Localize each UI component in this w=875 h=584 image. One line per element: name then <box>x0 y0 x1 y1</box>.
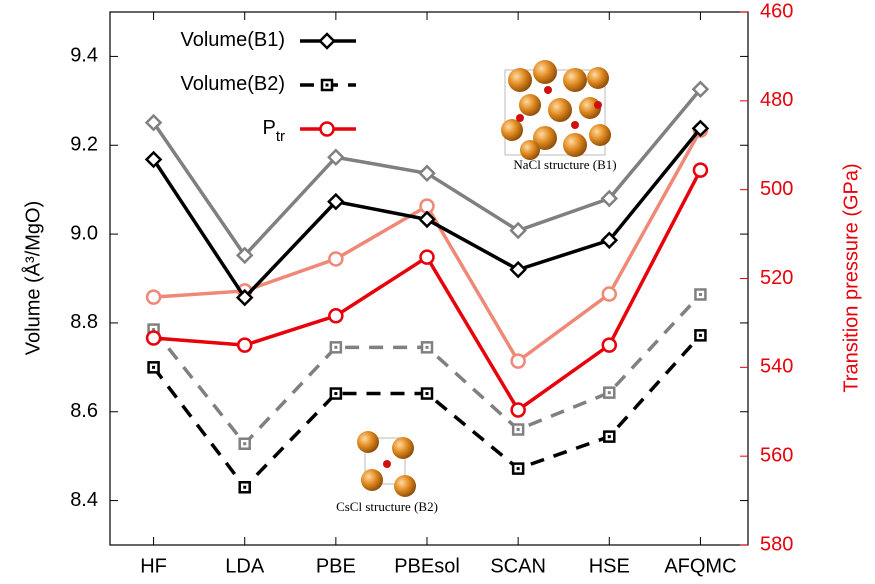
y2-tick-label: 520 <box>760 267 793 289</box>
square-dot <box>516 428 520 432</box>
circle-marker <box>419 249 435 265</box>
circle-marker <box>328 308 344 324</box>
x-tick-label: HF <box>140 555 167 577</box>
diamond-marker <box>600 231 619 250</box>
x-tick-label: PBE <box>316 555 356 577</box>
diamond-marker <box>235 288 254 307</box>
circle-marker <box>692 162 709 178</box>
diamond-marker <box>691 119 710 138</box>
y-tick-label: 8.8 <box>70 311 98 333</box>
y-tick-label: 8.4 <box>70 489 98 511</box>
series <box>144 80 710 265</box>
legend-entry: Ptr <box>262 117 356 145</box>
y2-tick-label: 580 <box>760 533 793 555</box>
legend-subscript: tr <box>276 128 285 145</box>
series-line <box>152 293 702 447</box>
circle-marker <box>319 121 335 137</box>
diamond-marker <box>318 32 336 50</box>
annotation: CsCl structure (B2) <box>336 499 438 514</box>
diamond-marker <box>418 210 436 229</box>
x-tick-label: LDA <box>225 555 265 577</box>
square-dot <box>607 391 611 395</box>
diamond-marker <box>509 221 527 240</box>
diamond-marker <box>418 164 436 182</box>
cscl-crystal <box>357 431 416 497</box>
y2-tick-label: 500 <box>760 178 793 200</box>
square-dot <box>698 292 702 296</box>
y2-tick-label: 540 <box>760 356 793 378</box>
x-tick-label: SCAN <box>490 555 546 577</box>
series-line <box>152 334 702 490</box>
y2-tick-label: 560 <box>760 444 793 466</box>
circle-marker <box>510 353 526 369</box>
circle-marker <box>145 330 162 346</box>
series <box>147 288 707 450</box>
legend-entry: Volume(B2) <box>181 73 356 95</box>
series <box>147 329 707 494</box>
diamond-marker <box>327 192 345 211</box>
legend-label: Volume(B2) <box>181 73 286 95</box>
diamond-marker <box>691 80 710 99</box>
diamond-marker <box>144 150 163 169</box>
square-dot <box>516 467 520 471</box>
circle-marker <box>601 286 618 302</box>
diamond-marker <box>235 246 254 265</box>
circle-marker <box>510 402 526 418</box>
legend-entry: Volume(B1) <box>181 29 356 51</box>
square-dot <box>152 328 156 332</box>
legend-name: Volume(B2) <box>181 73 286 95</box>
series <box>145 162 709 418</box>
legend-name: P <box>262 117 275 139</box>
square-dot <box>243 485 247 489</box>
square-dot <box>325 83 329 87</box>
series <box>145 122 709 369</box>
diamond-marker <box>509 260 527 279</box>
square-dot <box>425 392 429 396</box>
square-dot <box>698 333 702 337</box>
legend-label: Volume(B1) <box>181 29 286 51</box>
diamond-marker <box>144 113 163 132</box>
series <box>144 119 710 307</box>
square-dot <box>334 392 338 396</box>
nacl-crystal <box>501 60 611 160</box>
y2-tick-label: 460 <box>760 0 793 22</box>
y-axis-label: Volume (Å³/MgO) <box>21 201 44 355</box>
square-dot <box>425 345 429 349</box>
y-tick-label: 9.2 <box>70 134 98 156</box>
circle-marker <box>145 289 162 305</box>
y-tick-label: 8.6 <box>70 400 98 422</box>
legend-label: Ptr <box>262 117 285 145</box>
x-tick-label: AFQMC <box>664 555 736 577</box>
circle-marker <box>328 251 344 267</box>
square-dot <box>334 345 338 349</box>
y-tick-label: 9.4 <box>70 45 98 67</box>
circle-marker <box>419 198 435 214</box>
x-tick-label: HSE <box>589 555 630 577</box>
square-dot <box>152 365 156 369</box>
y2-tick-label: 480 <box>760 89 793 111</box>
diamond-marker <box>600 189 619 208</box>
circle-marker <box>601 337 618 353</box>
diamond-marker <box>327 148 345 167</box>
square-dot <box>243 442 247 446</box>
y2-axis-label: Transition pressure (GPa) <box>840 163 862 392</box>
circle-marker <box>236 337 253 353</box>
legend-name: Volume(B1) <box>181 29 286 51</box>
square-dot <box>607 435 611 439</box>
y-tick-label: 9.0 <box>70 222 98 244</box>
x-tick-label: PBEsol <box>394 555 460 577</box>
annotation: NaCl structure (B1) <box>513 157 616 172</box>
